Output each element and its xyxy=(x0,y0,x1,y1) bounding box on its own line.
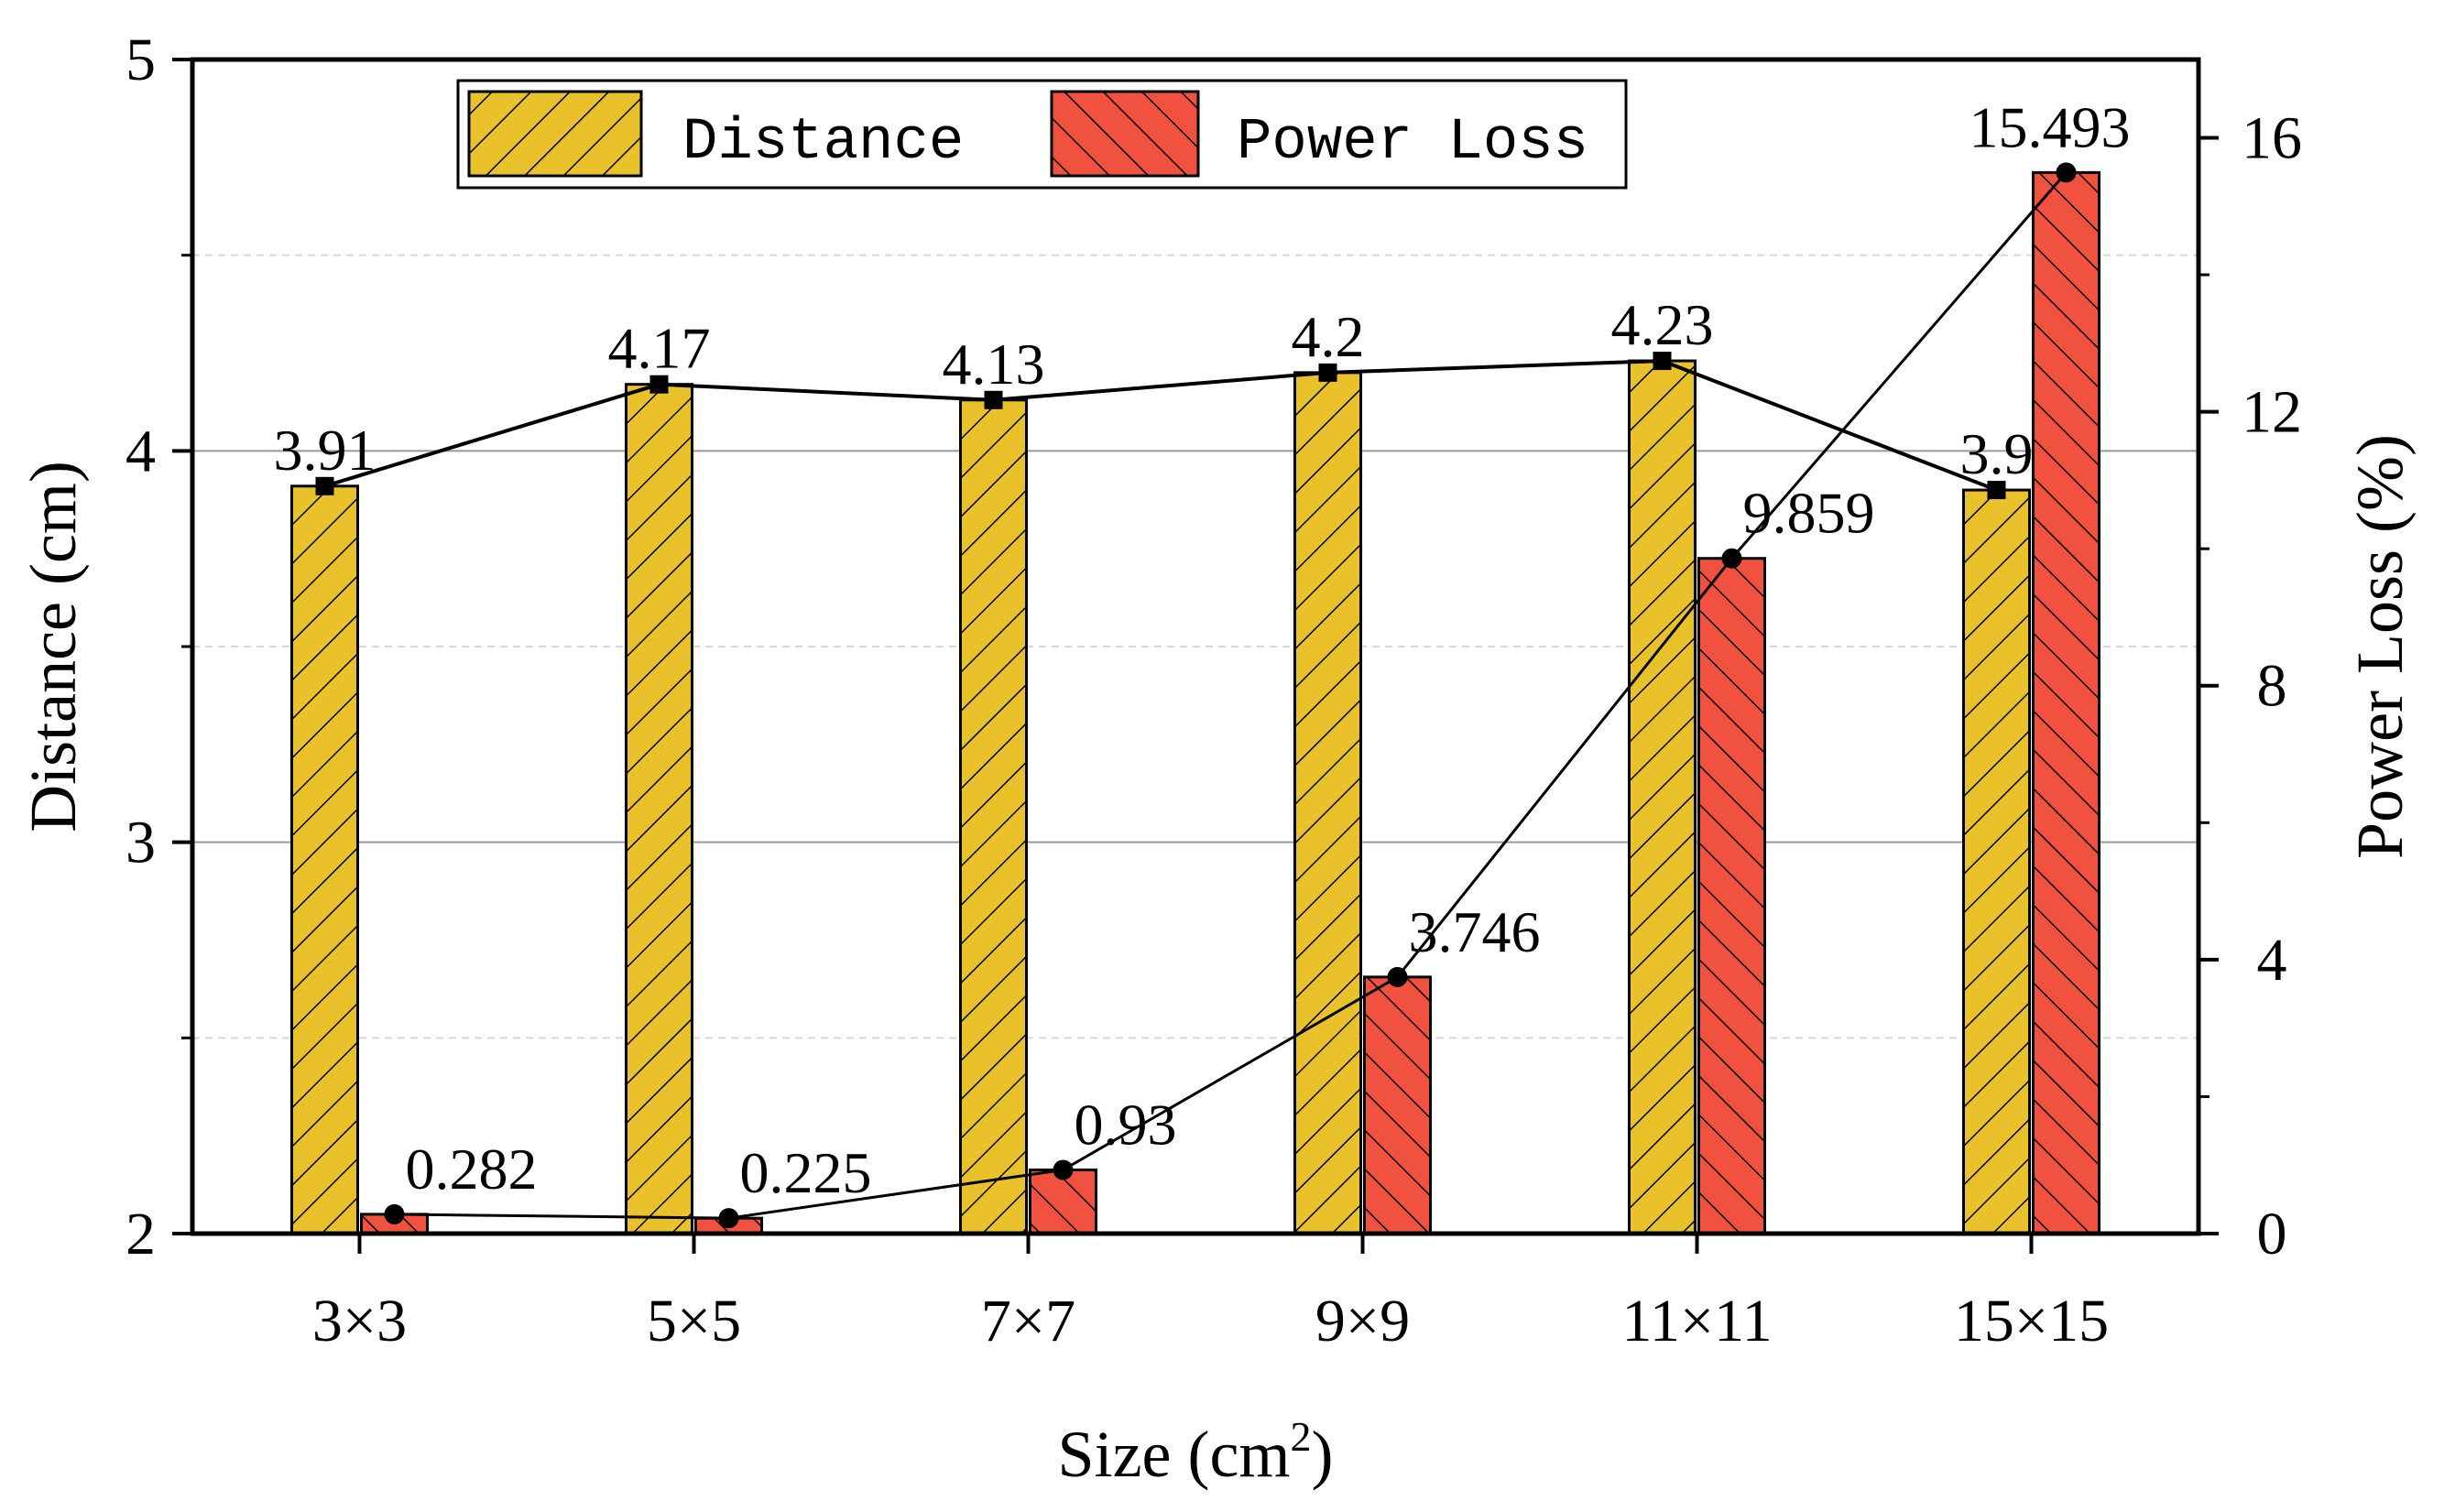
bars-layer xyxy=(290,170,2100,1235)
y-right-tick-label: 0 xyxy=(2257,1201,2287,1267)
x-tick-label: 5×5 xyxy=(647,1288,741,1354)
distance-marker xyxy=(984,390,1003,409)
power-loss-data-label: 0.282 xyxy=(406,1137,538,1202)
x-tick-label: 15×15 xyxy=(1954,1288,2109,1354)
x-tick-label: 9×9 xyxy=(1315,1288,1410,1354)
power-loss-data-label: 15.493 xyxy=(1969,94,2131,159)
bar-distance xyxy=(1962,488,2031,1235)
legend-label-power-loss: Power Loss xyxy=(1237,110,1588,176)
y-right-tick-label: 8 xyxy=(2257,653,2287,720)
x-tick-label: 3×3 xyxy=(312,1288,407,1354)
power-loss-marker xyxy=(1053,1159,1074,1180)
power-loss-line xyxy=(394,171,2068,1220)
distance-data-label: 4.2 xyxy=(1292,304,1365,369)
y-tick-label: 2 xyxy=(125,1201,156,1267)
y-right-axis-title: Power Loss (%) xyxy=(2343,434,2417,859)
distance-data-label: 4.17 xyxy=(608,316,711,381)
distance-marker xyxy=(315,476,334,495)
power-loss-data-label: 0.93 xyxy=(1075,1092,1177,1157)
distance-data-label: 4.13 xyxy=(943,332,1045,397)
axes-layer: 2 3 4 5 0 4 8 12 16 3×3 5×5 7×7 9×9 11×11 15×15 Size (c… xyxy=(16,27,2417,1491)
legend-box xyxy=(456,79,1628,190)
x-tick-label: 7×7 xyxy=(981,1288,1075,1354)
legend-swatch-power-loss xyxy=(1050,90,1200,178)
distance-data-label: 3.91 xyxy=(274,418,376,483)
x-axis-title: Size (cm2) xyxy=(1058,1413,1334,1491)
y-tick-label: 3 xyxy=(125,810,156,876)
power-loss-data-label: 9.859 xyxy=(1743,481,1875,546)
power-loss-marker xyxy=(1387,966,1408,987)
y-right-tick-label: 16 xyxy=(2242,104,2302,171)
bar-distance xyxy=(959,398,1028,1235)
distance-line xyxy=(323,359,1998,492)
power-loss-data-label: 0.225 xyxy=(740,1140,872,1205)
bar-distance xyxy=(625,383,693,1235)
x-tick-label: 11×11 xyxy=(1621,1288,1772,1354)
bar-distance xyxy=(290,484,359,1235)
power-loss-marker xyxy=(718,1208,739,1229)
distance-marker xyxy=(649,375,669,394)
distance-marker xyxy=(1987,481,2006,500)
bar-distance xyxy=(1293,371,1362,1235)
bar-power-loss xyxy=(2032,170,2100,1235)
legend: Distance Power Loss xyxy=(456,79,1628,190)
power-loss-marker xyxy=(1721,548,1742,569)
y-tick-label: 4 xyxy=(125,418,156,484)
y-right-tick-label: 12 xyxy=(2242,379,2302,446)
power-loss-marker xyxy=(384,1203,405,1224)
bar-power-loss xyxy=(1363,975,1432,1235)
bar-power-loss xyxy=(1029,1168,1097,1235)
distance-marker xyxy=(1653,352,1672,371)
power-loss-data-label: 3.746 xyxy=(1409,899,1541,964)
grid-layer xyxy=(192,254,2199,1039)
lines-layer xyxy=(315,162,2077,1229)
legend-label-distance: Distance xyxy=(682,110,964,176)
power-loss-marker xyxy=(2056,162,2077,183)
bar-power-loss xyxy=(1697,557,1766,1235)
labels-layer: 3.91 4.17 4.13 4.2 4.23 3.9 0.282 0.225 0.93 3.74… xyxy=(274,94,2131,1205)
y-axis-title: Distance (cm) xyxy=(16,461,90,832)
distance-marker xyxy=(1318,363,1337,382)
bar-distance xyxy=(1628,359,1697,1235)
y-tick-label: 5 xyxy=(125,27,156,93)
distance-data-label: 4.23 xyxy=(1611,292,1714,357)
y-right-tick-label: 4 xyxy=(2257,927,2287,994)
legend-swatch-distance xyxy=(467,90,643,178)
distance-data-label: 3.9 xyxy=(1960,421,2034,486)
